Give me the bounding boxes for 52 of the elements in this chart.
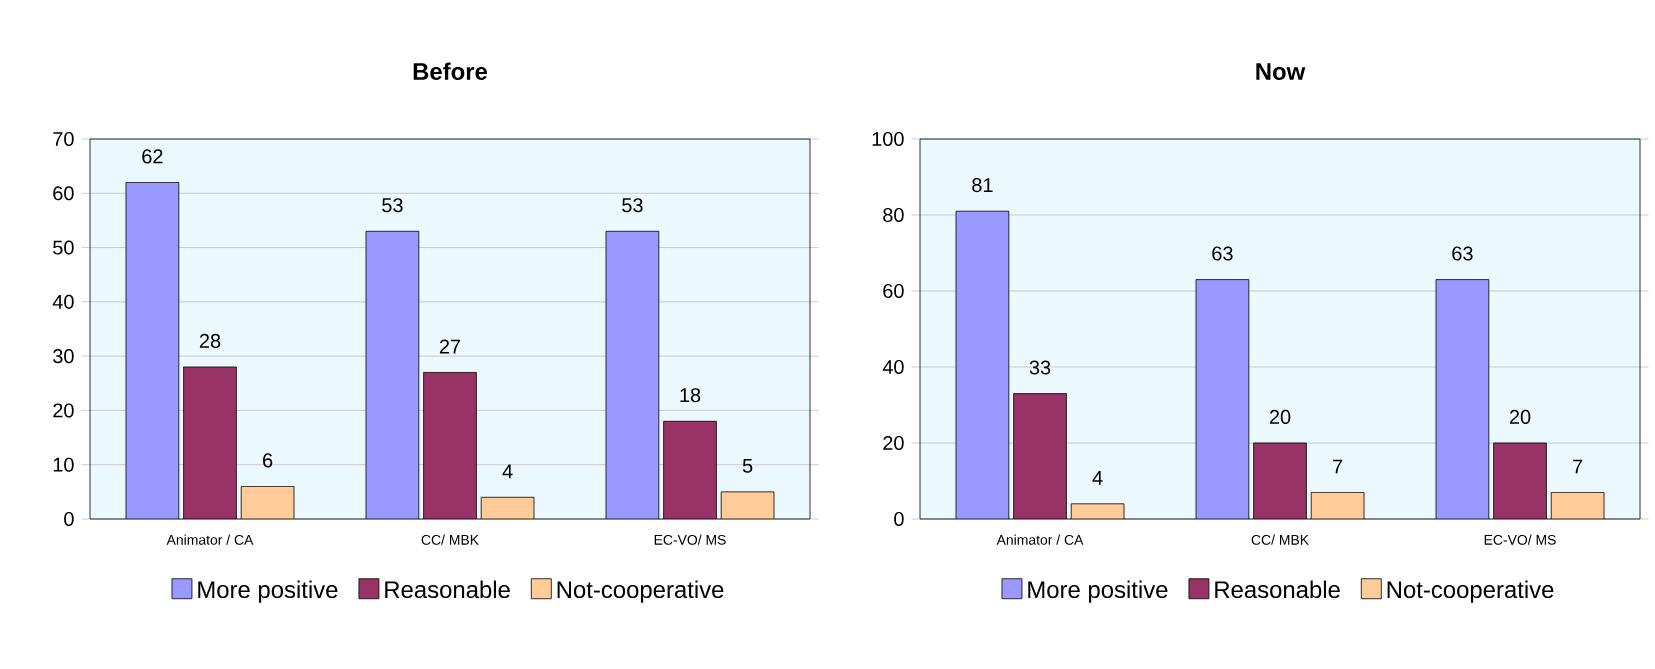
y-tick-label: 20 — [883, 435, 904, 451]
x-tick-label: CC/ MBK — [421, 534, 479, 545]
bar — [125, 182, 180, 519]
data-label: 33 — [1029, 360, 1051, 375]
x-tick-label: Animator / CA — [166, 534, 254, 545]
data-label: 4 — [502, 464, 513, 479]
y-tick-label: 100 — [872, 131, 904, 147]
bar — [1435, 279, 1490, 519]
legend-label: Reasonable — [1215, 580, 1340, 599]
data-label: 7 — [1573, 459, 1583, 474]
data-label: 5 — [742, 458, 753, 473]
data-label: 53 — [382, 198, 403, 213]
y-tick-label: 40 — [882, 359, 904, 375]
data-label: 20 — [1509, 409, 1531, 424]
y-tick-label: 0 — [894, 511, 904, 527]
y-tick-label: 20 — [53, 403, 74, 418]
bar — [1195, 279, 1250, 519]
y-tick-label: 60 — [883, 283, 904, 299]
bar — [365, 230, 420, 519]
y-tick-label: 50 — [53, 240, 74, 255]
y-tick-label: 0 — [64, 511, 74, 527]
data-label: 63 — [1452, 246, 1473, 261]
chart-title: Before — [413, 62, 488, 80]
y-tick-label: 60 — [53, 186, 74, 201]
chart-title: Now — [1256, 63, 1306, 80]
y-tick-label: 10 — [53, 457, 74, 472]
data-label: 27 — [439, 339, 461, 354]
y-tick-label: 70 — [53, 131, 74, 147]
data-label: 53 — [622, 198, 643, 213]
data-label: 18 — [680, 388, 701, 403]
data-label: 7 — [1333, 459, 1343, 474]
legend-label: More positive — [198, 580, 338, 603]
y-tick-label: 80 — [883, 207, 904, 223]
legend-label: Reasonable — [385, 580, 510, 599]
data-label: 6 — [263, 453, 273, 468]
bar — [605, 230, 660, 519]
bar — [955, 210, 1010, 519]
data-label: 63 — [1212, 246, 1233, 261]
x-tick-label: EC-VO/ MS — [654, 534, 726, 545]
legend-label: Not-cooperative — [1387, 580, 1554, 603]
data-label: 4 — [1092, 471, 1103, 485]
legend-label: More positive — [1028, 580, 1168, 603]
legend-label: Not-cooperative — [557, 580, 724, 603]
x-tick-label: Animator / CA — [996, 534, 1084, 545]
data-label: 81 — [972, 178, 993, 193]
data-label: 62 — [142, 149, 163, 164]
x-tick-label: EC-VO/ MS — [1484, 534, 1556, 545]
y-tick-label: 30 — [53, 349, 74, 364]
x-tick-label: CC/ MBK — [1251, 534, 1309, 545]
y-tick-label: 40 — [52, 294, 74, 309]
data-label: 20 — [1269, 409, 1291, 424]
data-label: 28 — [199, 333, 221, 348]
